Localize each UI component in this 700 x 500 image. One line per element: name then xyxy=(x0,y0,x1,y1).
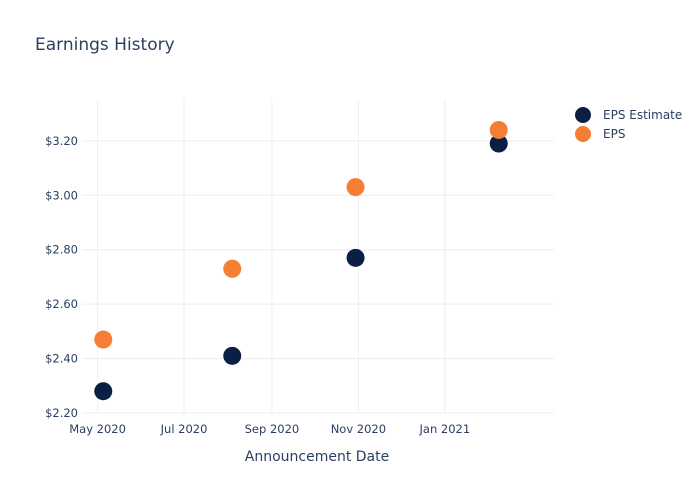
grid xyxy=(82,100,554,414)
y-tick-label: $2.60 xyxy=(45,297,78,311)
y-tick-label: $2.80 xyxy=(45,243,78,257)
chart-title: Earnings History xyxy=(35,35,175,55)
series-eps xyxy=(94,120,508,349)
data-point[interactable] xyxy=(223,259,242,278)
y-tick-label: $2.20 xyxy=(45,406,78,420)
data-points xyxy=(94,120,508,401)
data-point[interactable] xyxy=(489,120,508,139)
legend[interactable]: EPS Estimate EPS xyxy=(575,107,682,142)
data-point[interactable] xyxy=(346,248,365,267)
legend-label: EPS xyxy=(603,127,625,141)
legend-label: EPS Estimate xyxy=(603,108,682,122)
series-eps-estimate xyxy=(94,134,508,401)
x-tick-label: Jul 2020 xyxy=(160,422,208,436)
x-tick-label: Sep 2020 xyxy=(245,422,300,436)
y-axis: $2.20 $2.40 $2.60 $2.80 $3.00 $3.20 xyxy=(45,134,78,420)
y-tick-label: $2.40 xyxy=(45,352,78,366)
legend-item[interactable]: EPS xyxy=(575,126,625,142)
data-point[interactable] xyxy=(346,178,365,197)
data-point[interactable] xyxy=(94,330,113,349)
y-tick-label: $3.00 xyxy=(45,188,78,202)
y-tick-label: $3.20 xyxy=(45,134,78,148)
x-axis-title: Announcement Date xyxy=(245,449,389,465)
x-axis: May 2020 Jul 2020 Sep 2020 Nov 2020 Jan 2021 xyxy=(69,422,470,436)
data-point[interactable] xyxy=(223,346,242,365)
data-point[interactable] xyxy=(489,134,508,153)
x-tick-label: May 2020 xyxy=(69,422,126,436)
legend-item[interactable]: EPS Estimate xyxy=(575,107,682,123)
legend-marker-icon xyxy=(575,126,591,142)
legend-marker-icon xyxy=(575,107,591,123)
x-tick-label: Jan 2021 xyxy=(419,422,471,436)
data-point[interactable] xyxy=(94,382,113,401)
x-tick-label: Nov 2020 xyxy=(331,422,386,436)
